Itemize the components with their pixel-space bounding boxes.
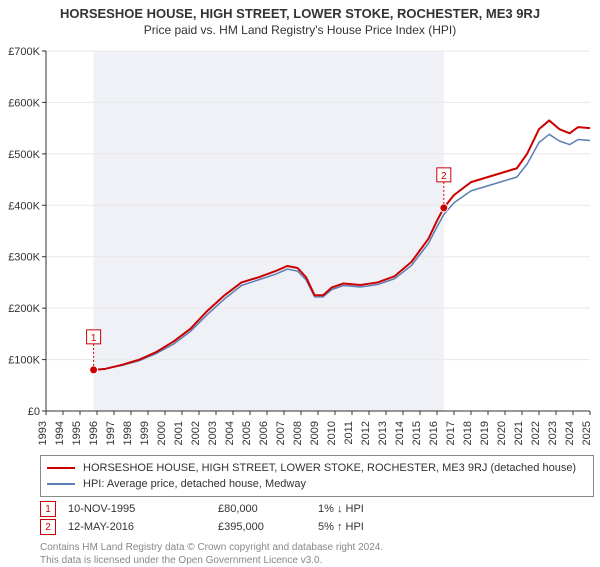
annotations-table: 1 10-NOV-1995£80,0001% ↓ HPI 2 12-MAY-2016£…: [0, 501, 600, 535]
svg-text:2015: 2015: [411, 421, 423, 445]
svg-text:2009: 2009: [309, 421, 321, 445]
svg-text:1995: 1995: [71, 421, 83, 445]
svg-text:2004: 2004: [224, 421, 236, 445]
legend-swatch: [47, 483, 75, 485]
svg-text:2023: 2023: [547, 421, 559, 445]
svg-text:2016: 2016: [428, 421, 440, 445]
svg-text:1994: 1994: [54, 421, 66, 445]
svg-text:£200K: £200K: [8, 303, 40, 315]
footer-line-2: This data is licensed under the Open Gov…: [40, 554, 580, 567]
chart-title: HORSESHOE HOUSE, HIGH STREET, LOWER STOK…: [4, 6, 596, 21]
svg-text:1997: 1997: [105, 421, 117, 445]
svg-text:1999: 1999: [139, 421, 151, 445]
svg-text:2012: 2012: [360, 421, 372, 445]
svg-text:2010: 2010: [326, 421, 338, 445]
svg-text:1996: 1996: [88, 421, 100, 445]
chart-container: £0 £100K £200K £300K £400K £500K £600K £700K 199…: [0, 41, 600, 451]
annotation-marker: 2: [40, 519, 56, 535]
svg-text:2013: 2013: [377, 421, 389, 445]
legend-label: HORSESHOE HOUSE, HIGH STREET, LOWER STOK…: [83, 462, 576, 474]
legend-item: HORSESHOE HOUSE, HIGH STREET, LOWER STOK…: [47, 460, 587, 476]
svg-text:2011: 2011: [343, 421, 355, 445]
annotation-price: £395,000: [218, 521, 318, 533]
annotation-diff: 5% ↑ HPI: [318, 521, 438, 533]
svg-text:£300K: £300K: [8, 252, 40, 264]
chart-subtitle: Price paid vs. HM Land Registry's House …: [4, 23, 596, 37]
svg-text:2018: 2018: [462, 421, 474, 445]
svg-text:£100K: £100K: [8, 355, 40, 367]
svg-text:£0: £0: [28, 406, 40, 418]
svg-text:2024: 2024: [564, 421, 576, 445]
svg-text:2003: 2003: [207, 421, 219, 445]
legend-label: HPI: Average price, detached house, Medw…: [83, 478, 306, 490]
svg-text:£500K: £500K: [8, 149, 40, 161]
annotation-row: 2 12-MAY-2016£395,0005% ↑ HPI: [40, 519, 580, 535]
svg-text:2021: 2021: [513, 421, 525, 445]
legend: HORSESHOE HOUSE, HIGH STREET, LOWER STOK…: [40, 455, 594, 497]
svg-text:2025: 2025: [581, 421, 593, 445]
footer-line-1: Contains HM Land Registry data © Crown c…: [40, 541, 580, 554]
svg-text:£400K: £400K: [8, 200, 40, 212]
legend-item: HPI: Average price, detached house, Medw…: [47, 476, 587, 492]
svg-text:2020: 2020: [496, 421, 508, 445]
annotation-row: 1 10-NOV-1995£80,0001% ↓ HPI: [40, 501, 580, 517]
svg-text:2008: 2008: [292, 421, 304, 445]
svg-text:2000: 2000: [156, 421, 168, 445]
line-chart: £0 £100K £200K £300K £400K £500K £600K £700K 199…: [0, 41, 600, 451]
svg-text:1: 1: [91, 333, 97, 344]
svg-text:£600K: £600K: [8, 97, 40, 109]
footer: Contains HM Land Registry data © Crown c…: [40, 541, 580, 567]
svg-text:2022: 2022: [530, 421, 542, 445]
annotation-price: £80,000: [218, 503, 318, 515]
legend-swatch: [47, 467, 75, 469]
svg-text:1993: 1993: [37, 421, 49, 445]
annotation-date: 10-NOV-1995: [68, 503, 218, 515]
svg-text:2007: 2007: [275, 421, 287, 445]
annotation-diff: 1% ↓ HPI: [318, 503, 438, 515]
svg-text:2017: 2017: [445, 421, 457, 445]
svg-text:2019: 2019: [479, 421, 491, 445]
svg-text:2002: 2002: [190, 421, 202, 445]
svg-text:£700K: £700K: [8, 46, 40, 58]
svg-text:2001: 2001: [173, 421, 185, 445]
svg-text:2005: 2005: [241, 421, 253, 445]
svg-text:2006: 2006: [258, 421, 270, 445]
annotation-date: 12-MAY-2016: [68, 521, 218, 533]
svg-text:2: 2: [441, 171, 447, 182]
annotation-marker: 1: [40, 501, 56, 517]
svg-text:1998: 1998: [122, 421, 134, 445]
svg-text:2014: 2014: [394, 421, 406, 445]
